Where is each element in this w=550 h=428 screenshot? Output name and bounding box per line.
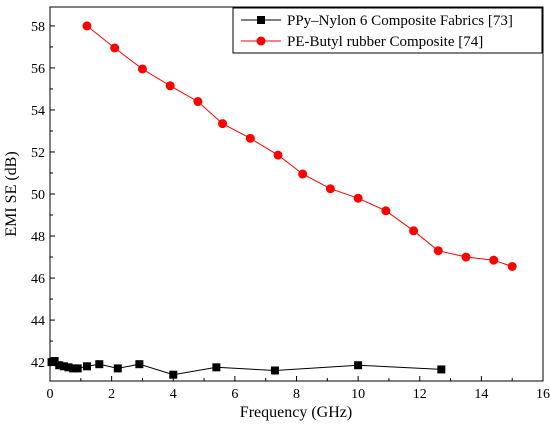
y-tick-label: 48: [31, 230, 45, 245]
y-tick-label: 52: [31, 146, 45, 161]
x-tick-label: 6: [231, 387, 238, 402]
x-axis: 0 2 4 6 8 10 12 14 16: [47, 376, 550, 402]
y-tick-label: 54: [31, 104, 45, 119]
x-axis-title: Frequency (GHz): [240, 404, 352, 421]
series-1-point: [113, 364, 122, 373]
legend-box: [232, 7, 543, 54]
x-tick-label: 10: [351, 387, 365, 402]
series-1-point: [55, 361, 64, 370]
series-1-point: [135, 360, 144, 369]
series-2-point: [461, 252, 471, 262]
series-1-point: [59, 362, 68, 371]
x-tick-label: 2: [108, 387, 115, 402]
series-2-point: [433, 246, 443, 256]
series-2-point: [273, 150, 283, 160]
y-tick-label: 50: [31, 188, 45, 203]
legend-marker-series-2: [256, 36, 266, 46]
x-tick-label: 16: [536, 387, 550, 402]
x-tick-label: 14: [474, 387, 488, 402]
series-1-point: [73, 364, 82, 373]
series-1-point: [437, 365, 446, 374]
series-1-point: [69, 364, 78, 373]
series-1-line: [51, 360, 442, 376]
series-1-point: [354, 361, 363, 370]
series-1-point: [270, 366, 279, 375]
legend-label-series-1: PPy–Nylon 6 Composite Fabrics [73]: [287, 13, 513, 29]
y-tick-label: 58: [31, 20, 45, 35]
series-1-point: [169, 370, 178, 379]
series-1-point: [212, 363, 221, 372]
y-tick-label: 42: [31, 356, 45, 371]
x-tick-label: 0: [47, 387, 54, 402]
series-2-point: [489, 255, 499, 265]
legend: PPy–Nylon 6 Composite Fabrics [73] PE-Bu…: [232, 7, 543, 54]
series-2-point: [193, 97, 203, 107]
legend-label-series-2: PE-Butyl rubber Composite [74]: [287, 34, 483, 50]
y-axis: 42 44 46 48 50 52 54 56 58: [31, 20, 55, 371]
series-2-point: [325, 184, 335, 194]
y-tick-label: 46: [31, 272, 45, 287]
series-2-point: [110, 43, 120, 53]
legend-marker-series-1: [257, 16, 265, 24]
series-2-point: [298, 169, 308, 179]
series-2-point: [165, 81, 175, 91]
x-tick-label: 4: [170, 387, 177, 402]
series-2-point: [137, 64, 147, 74]
series-1-point: [64, 363, 73, 372]
y-axis-title: EMI SE (dB): [3, 151, 20, 236]
series-2-point: [409, 226, 419, 236]
series-1-point: [50, 357, 59, 366]
series-2-point: [218, 119, 228, 129]
y-tick-label: 44: [31, 314, 45, 329]
series-2-point: [353, 193, 363, 203]
series-layer: [47, 21, 517, 379]
y-tick-label: 56: [31, 62, 45, 77]
series-2-line: [86, 25, 513, 267]
x-tick-label: 8: [293, 387, 300, 402]
plot-frame: [49, 6, 544, 382]
series-1-point: [82, 362, 91, 371]
series-2-point: [507, 261, 517, 271]
series-2-point: [82, 21, 92, 31]
series-2-point: [381, 206, 391, 216]
series-2-point: [245, 133, 255, 143]
series-1-point: [95, 360, 104, 369]
x-tick-label: 12: [413, 387, 427, 402]
